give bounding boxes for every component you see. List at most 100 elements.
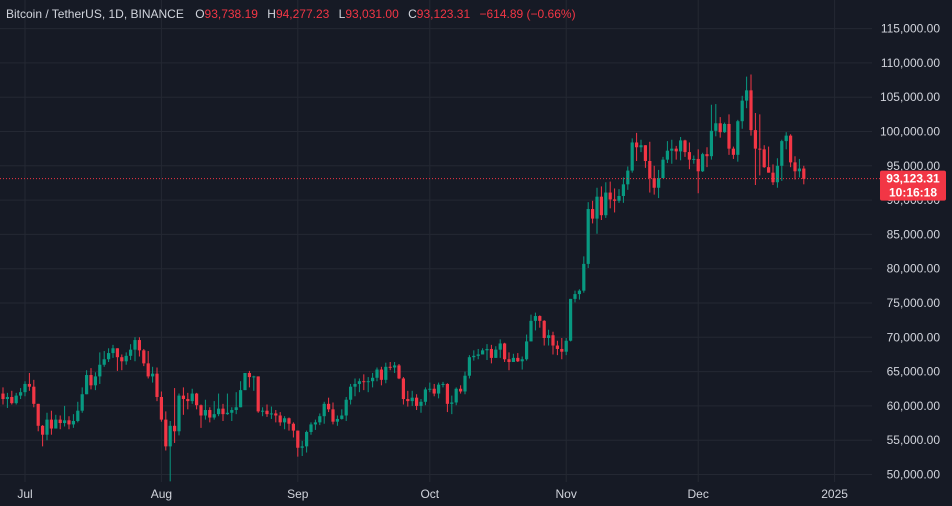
candle[interactable] [27, 372, 31, 391]
candle[interactable] [63, 405, 67, 427]
candle[interactable] [159, 391, 163, 422]
candle[interactable] [340, 409, 344, 420]
candle[interactable] [393, 361, 397, 373]
candle[interactable] [516, 353, 520, 362]
candle[interactable] [19, 388, 23, 400]
candle[interactable] [498, 339, 502, 358]
candle[interactable] [555, 340, 559, 356]
candle[interactable] [107, 348, 111, 362]
candle[interactable] [5, 392, 9, 408]
candle[interactable] [217, 393, 221, 417]
candle[interactable] [335, 415, 339, 426]
candle[interactable] [181, 387, 185, 415]
candle[interactable] [397, 364, 401, 380]
candle[interactable] [736, 119, 740, 162]
candle[interactable] [507, 352, 511, 371]
candle[interactable] [327, 397, 331, 413]
candle[interactable] [613, 188, 617, 213]
candle[interactable] [793, 156, 797, 180]
candle[interactable] [353, 378, 357, 397]
candle[interactable] [76, 401, 80, 423]
candle[interactable] [384, 362, 388, 384]
candle[interactable] [142, 348, 146, 367]
candle[interactable] [459, 385, 463, 394]
candle[interactable] [111, 344, 115, 358]
candle[interactable] [58, 415, 62, 430]
candle[interactable] [239, 381, 243, 408]
candle[interactable] [789, 134, 793, 168]
candle[interactable] [14, 392, 18, 405]
candle[interactable] [225, 393, 229, 415]
candle[interactable] [551, 331, 555, 355]
candle[interactable] [687, 142, 691, 170]
candle[interactable] [85, 370, 89, 395]
candle[interactable] [344, 396, 348, 421]
candle[interactable] [481, 348, 485, 355]
candle[interactable] [758, 114, 762, 176]
symbol-name[interactable]: Bitcoin / TetherUS, 1D, BINANCE [6, 7, 184, 21]
candle[interactable] [129, 344, 133, 360]
candle[interactable] [243, 372, 247, 391]
candle[interactable] [797, 158, 801, 178]
price-axis[interactable]: 50,000.00 55,000.00 60,000.00 65,000.00 70,0… [880, 22, 940, 482]
candle[interactable] [305, 430, 309, 453]
candle[interactable] [331, 402, 335, 425]
candle[interactable] [560, 337, 564, 360]
candle[interactable] [54, 414, 58, 429]
candle[interactable] [80, 387, 84, 413]
candle[interactable] [780, 139, 784, 181]
candle[interactable] [472, 350, 476, 361]
candle[interactable] [665, 141, 669, 164]
candle[interactable] [1, 387, 5, 405]
candle[interactable] [221, 403, 225, 421]
candle[interactable] [296, 430, 300, 457]
candle[interactable] [657, 169, 661, 199]
time-axis[interactable]: Jul Aug Sep Oct Nov Dec 2025 [17, 487, 848, 501]
candle[interactable] [775, 158, 779, 188]
candle[interactable] [626, 166, 630, 190]
candle[interactable] [692, 155, 696, 164]
candle[interactable] [701, 152, 705, 172]
candle[interactable] [767, 146, 771, 173]
candle[interactable] [771, 164, 775, 186]
candle[interactable] [489, 344, 493, 364]
candle[interactable] [322, 401, 326, 424]
candle[interactable] [133, 337, 137, 362]
candle[interactable] [718, 117, 722, 138]
candle[interactable] [538, 315, 542, 328]
candle[interactable] [89, 368, 93, 390]
candle[interactable] [586, 202, 590, 269]
candle[interactable] [278, 412, 282, 426]
candle[interactable] [604, 182, 608, 218]
candle[interactable] [410, 390, 414, 406]
candle[interactable] [388, 361, 392, 371]
candle[interactable] [674, 145, 678, 160]
candle[interactable] [445, 383, 449, 413]
candle[interactable] [371, 372, 375, 388]
candle[interactable] [36, 403, 40, 432]
candle[interactable] [291, 422, 295, 438]
candle[interactable] [639, 139, 643, 153]
candle[interactable] [23, 381, 27, 397]
candle[interactable] [49, 410, 53, 435]
candle[interactable] [485, 344, 489, 360]
candle[interactable] [529, 314, 533, 342]
candle[interactable] [467, 355, 471, 379]
candle[interactable] [102, 351, 106, 367]
candle[interactable] [287, 417, 291, 431]
candle[interactable] [511, 353, 515, 362]
candle[interactable] [709, 104, 713, 160]
candle[interactable] [476, 348, 480, 360]
candle[interactable] [173, 388, 177, 443]
candle[interactable] [357, 378, 361, 393]
candle[interactable] [300, 440, 304, 456]
candle[interactable] [705, 147, 709, 168]
candle[interactable] [164, 411, 168, 451]
candle[interactable] [753, 112, 757, 186]
candle[interactable] [608, 181, 612, 209]
candle[interactable] [71, 414, 75, 428]
candle[interactable] [454, 387, 458, 406]
candle[interactable] [93, 372, 97, 391]
candle[interactable] [428, 382, 432, 393]
